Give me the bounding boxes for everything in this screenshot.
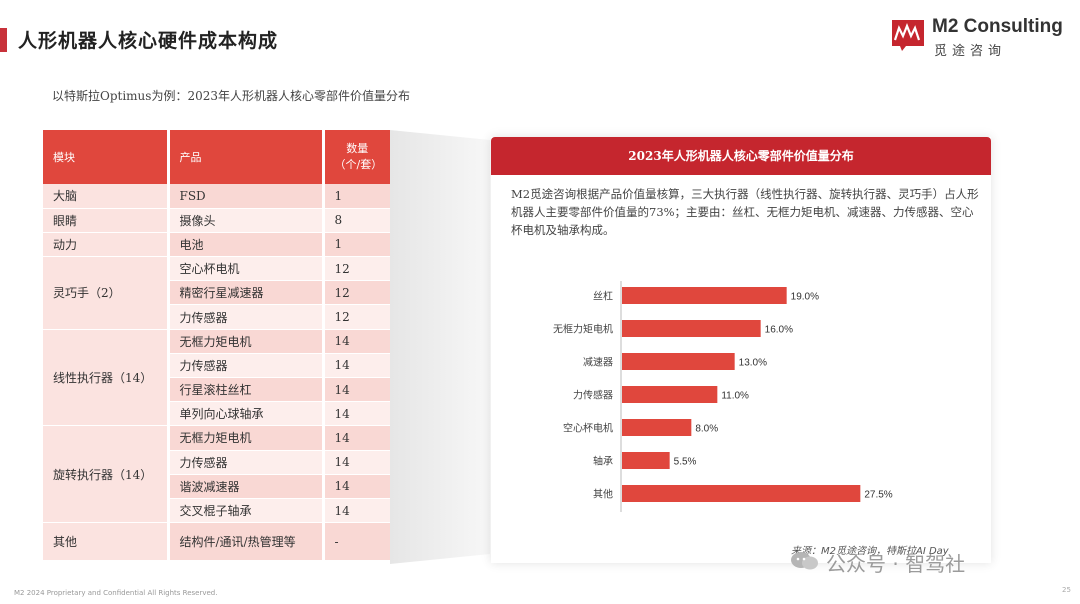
qty-cell: 12	[323, 304, 390, 330]
title-accent-bar	[0, 28, 7, 52]
product-cell: 力传感器	[168, 304, 325, 330]
table-row: 单列向心球轴承 14	[43, 401, 390, 427]
product-cell: 无框力矩电机	[168, 425, 325, 451]
qty-cell: 14	[323, 401, 390, 427]
product-cell: 电池	[168, 232, 325, 258]
table-header-row: 模块 产品 数量 （个/套）	[43, 130, 390, 184]
product-cell: 力传感器	[168, 353, 325, 379]
m2-logo-icon	[892, 20, 924, 51]
category-label: 其他	[593, 488, 613, 501]
logo-name: M2 Consulting	[932, 16, 1063, 37]
module-cell: 旋转执行器（14）	[43, 425, 170, 524]
product-cell: FSD	[168, 184, 325, 209]
wechat-icon	[791, 552, 818, 570]
connector-shape	[390, 130, 490, 564]
bar	[622, 386, 718, 403]
components-table: 模块 产品 数量 （个/套） 大脑 FSD 1 眼睛 摄像头 8 动力 电池 1…	[43, 130, 390, 562]
table-row: 大脑 FSD 1	[43, 184, 390, 209]
table-row: 动力 电池 1	[43, 232, 390, 258]
table-row: 其他 结构件/通讯/热管理等 -	[43, 522, 390, 562]
value-label: 27.5%	[864, 490, 892, 501]
page-title: 人形机器人核心硬件成本构成	[18, 30, 279, 52]
table-row: 力传感器 12	[43, 304, 390, 330]
table-row: 力传感器 14	[43, 450, 390, 475]
category-label: 减速器	[583, 357, 613, 369]
product-cell: 行星滚柱丝杠	[168, 377, 325, 403]
bar	[622, 320, 761, 337]
value-distribution-panel: 2023年人形机器人核心零部件价值量分布 M2觅途咨询根据产品价值量核算，三大执…	[491, 137, 991, 563]
qty-cell: 1	[323, 232, 390, 258]
product-cell: 摄像头	[168, 208, 325, 233]
product-cell: 交叉棍子轴承	[168, 498, 325, 524]
page-number: 25	[1062, 586, 1071, 594]
module-cell: 眼睛	[43, 208, 170, 233]
table-row: 力传感器 14	[43, 353, 390, 379]
category-label: 轴承	[593, 455, 613, 468]
value-label: 13.0%	[739, 358, 767, 369]
category-label: 无框力矩电机	[553, 323, 613, 336]
table-row: 旋转执行器（14） 无框力矩电机 14	[43, 425, 390, 524]
product-cell: 力传感器	[168, 450, 325, 475]
header-module: 模块	[43, 130, 170, 184]
category-label: 力传感器	[573, 389, 613, 402]
value-label: 19.0%	[791, 292, 819, 303]
qty-cell: 14	[323, 450, 390, 475]
qty-cell: 12	[323, 280, 390, 306]
value-label: 8.0%	[695, 424, 718, 435]
table-row: 线性执行器（14） 无框力矩电机 14	[43, 329, 390, 427]
module-cell: 动力	[43, 232, 170, 258]
panel-header: 2023年人形机器人核心零部件价值量分布	[491, 137, 991, 175]
header-qty: 数量 （个/套）	[323, 130, 390, 184]
bar	[622, 485, 861, 502]
logo: M2 Consulting 觅途咨询	[890, 14, 1070, 59]
category-label: 空心杯电机	[563, 422, 613, 435]
qty-cell: -	[323, 522, 390, 562]
panel-description: M2觅途咨询根据产品价值量核算，三大执行器（线性执行器、旋转执行器、灵巧手）占人…	[511, 187, 979, 237]
qty-cell: 14	[323, 377, 390, 403]
watermark-text: 公众号 · 智驾社	[826, 552, 966, 576]
table-row: 行星滚柱丝杠 14	[43, 377, 390, 403]
product-cell: 空心杯电机	[168, 256, 325, 282]
product-cell: 精密行星减速器	[168, 280, 325, 306]
table-row: 眼睛 摄像头 8	[43, 208, 390, 233]
qty-cell: 8	[323, 208, 390, 233]
header-qty-line2: （个/套）	[334, 158, 383, 171]
module-cell: 其他	[43, 522, 170, 562]
value-bar-chart: 丝杠 19.0% 无框力矩电机 16.0% 减速器 13.0% 力传感器 11.0% 空心杯电机…	[553, 281, 893, 512]
footer-text: M2 2024 Proprietary and Confidential All…	[14, 589, 218, 597]
bar	[622, 287, 787, 304]
product-cell: 无框力矩电机	[168, 329, 325, 354]
qty-cell: 14	[323, 353, 390, 379]
header-product: 产品	[168, 130, 325, 184]
table-row: 交叉棍子轴承 14	[43, 498, 390, 524]
product-cell: 单列向心球轴承	[168, 401, 325, 427]
module-cell: 灵巧手（2）	[43, 256, 170, 330]
table-row: 灵巧手（2） 空心杯电机 12	[43, 256, 390, 330]
source-note: 来源：M2觅途咨询，特斯拉AI Day	[791, 546, 949, 557]
header-qty-line1: 数量	[346, 142, 369, 155]
bar	[622, 452, 670, 469]
qty-cell: 14	[323, 474, 390, 499]
table-row: 精密行星减速器 12	[43, 280, 390, 306]
page-subtitle: 以特斯拉Optimus为例：2023年人形机器人核心零部件价值量分布	[52, 89, 410, 103]
table-row: 谐波减速器 14	[43, 474, 390, 499]
bar	[622, 419, 692, 436]
bar	[622, 353, 735, 370]
category-label: 丝杠	[593, 290, 613, 303]
qty-cell: 1	[323, 184, 390, 209]
value-label: 11.0%	[721, 391, 749, 402]
value-label: 5.5%	[674, 457, 697, 468]
product-cell: 结构件/通讯/热管理等	[168, 522, 325, 562]
module-cell: 线性执行器（14）	[43, 329, 170, 427]
logo-subname: 觅途咨询	[934, 44, 1007, 59]
module-cell: 大脑	[43, 184, 170, 209]
qty-cell: 14	[323, 425, 390, 451]
qty-cell: 14	[323, 329, 390, 354]
qty-cell: 14	[323, 498, 390, 524]
qty-cell: 12	[323, 256, 390, 282]
value-label: 16.0%	[765, 325, 793, 336]
product-cell: 谐波减速器	[168, 474, 325, 499]
